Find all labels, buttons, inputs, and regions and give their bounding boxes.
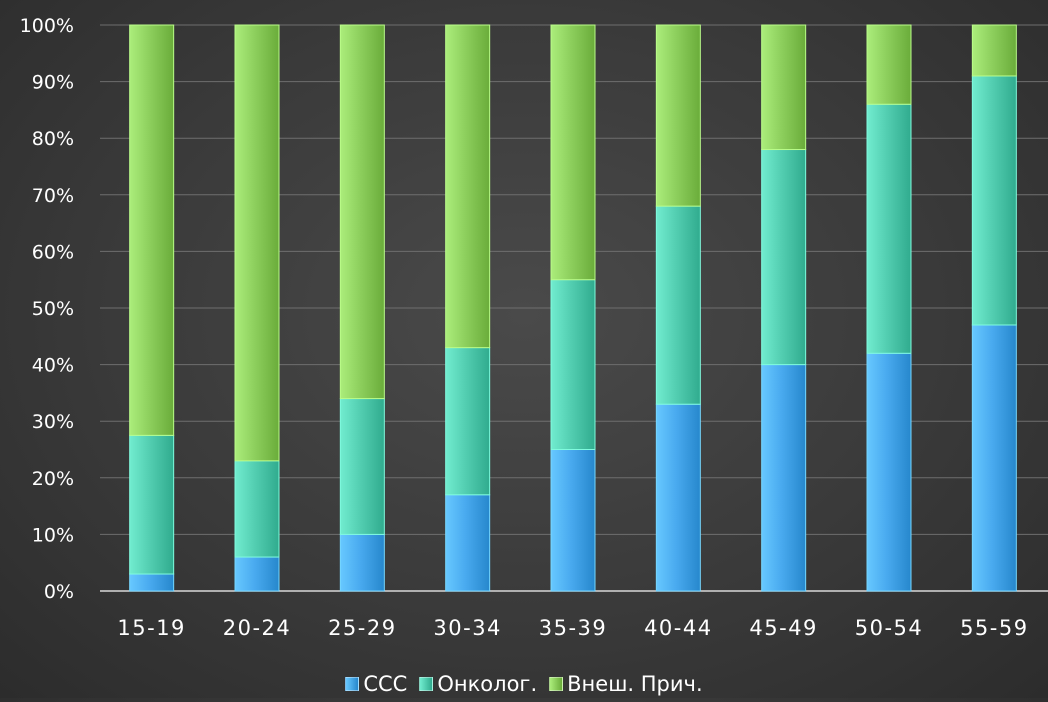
x-tick-label: 50-54 [855,616,924,640]
bar-segment [761,364,807,592]
y-tick-label: 50% [32,298,74,320]
x-tick-label: 45-49 [749,616,818,640]
bar-segment [971,324,1017,592]
bar-segment [866,24,912,105]
legend-swatch [549,677,564,691]
bar-segment [234,556,280,592]
legend: ССС Онколог. Внеш. Прич. [0,672,1048,696]
x-tick-label: 40-44 [644,616,713,640]
bar-segment [550,279,596,451]
bar-segment [971,75,1017,326]
x-tick-label: 35-39 [539,616,608,640]
y-tick-label: 40% [32,355,74,377]
bar-segment [761,149,807,366]
legend-item: Онколог. [419,672,537,696]
bar-segment [655,403,701,592]
bar-segment [129,24,175,436]
bar-segment [761,24,807,151]
bar-segment [866,352,912,592]
bar-segment [550,449,596,592]
bar-segment [339,398,385,535]
x-tick-label: 30-34 [433,616,502,640]
bar-segment [339,533,385,592]
y-tick-label: 0% [44,581,74,603]
bar-segment [445,347,491,496]
bar-segment [129,573,175,592]
x-tick-label: 55-59 [960,616,1029,640]
y-tick-label: 30% [32,411,74,433]
legend-swatch [419,677,434,691]
y-tick-label: 20% [32,468,74,490]
legend-item: Внеш. Прич. [549,672,703,696]
x-axis-ticks: 15-19 20-24 25-29 30-34 35-39 40-44 45-49 50-54… [117,616,1029,640]
bar-segment [129,434,175,575]
legend-label: Внеш. Прич. [567,672,703,696]
legend-swatch [345,677,360,691]
y-axis-ticks: 0% 10% 20% 30% 40% 50% 60% 70% 80% 90% 100% [20,15,74,603]
y-tick-label: 100% [20,15,74,37]
x-tick-label: 20-24 [223,616,292,640]
bar-segment [655,205,701,405]
legend-label: ССС [363,672,408,696]
x-tick-label: 25-29 [328,616,397,640]
y-tick-label: 60% [32,241,74,263]
bar-segment [339,24,385,400]
bar-segment [234,24,280,462]
y-tick-label: 70% [32,185,74,207]
y-tick-label: 10% [32,524,74,546]
bar-segment [971,24,1017,77]
y-tick-label: 90% [32,72,74,94]
bar-segment [445,24,491,349]
bar-segment [655,24,701,207]
bar-segment [445,494,491,592]
y-tick-label: 80% [32,128,74,150]
bar-segment [550,24,596,281]
bars [129,24,1017,592]
x-tick-label: 15-19 [117,616,186,640]
legend-label: Онколог. [437,672,538,696]
bar-segment [234,460,280,558]
bar-segment [866,103,912,354]
legend-item: ССС [345,672,407,696]
